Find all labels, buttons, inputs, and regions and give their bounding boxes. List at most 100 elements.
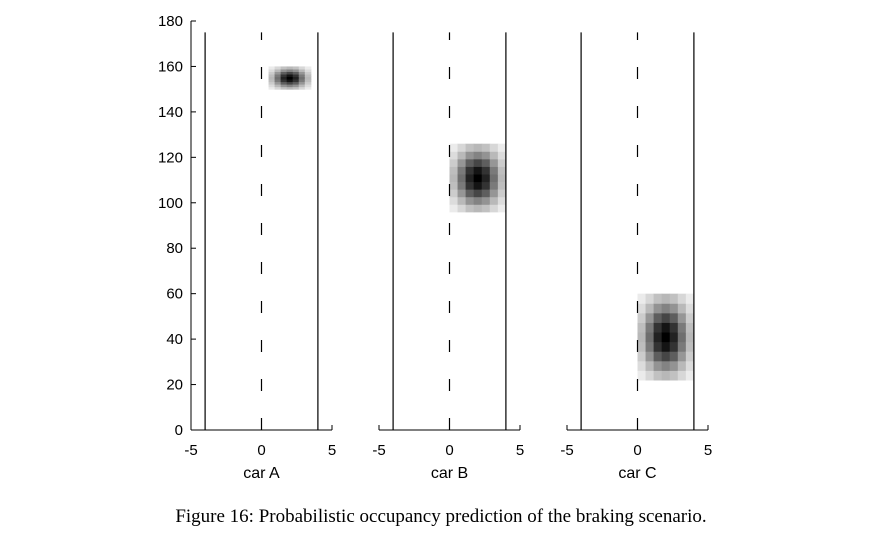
heatmap-cell: [449, 143, 459, 152]
occupancy-heatmap: [637, 293, 695, 381]
heatmap-cell: [292, 86, 300, 90]
heatmap-cell: [292, 84, 300, 88]
heatmap-cell: [677, 332, 687, 343]
heatmap-cell: [449, 166, 459, 175]
heatmap-cell: [286, 68, 294, 72]
heatmap-cell: [677, 341, 687, 352]
heatmap-cell: [465, 196, 475, 205]
heatmap-cell: [449, 196, 459, 205]
heatmap-cell: [292, 66, 300, 70]
heatmap-cell: [669, 312, 679, 323]
heatmap-cell: [685, 351, 695, 362]
heatmap-cell: [286, 76, 294, 80]
heatmap-cell: [298, 81, 306, 85]
heatmap-cell: [645, 322, 655, 333]
heatmap-cell: [304, 84, 312, 88]
heatmap-cell: [298, 84, 306, 88]
heatmap-cell: [280, 86, 288, 90]
heatmap-cell: [489, 143, 499, 152]
heatmap-cell: [280, 68, 288, 72]
heatmap-cell: [274, 86, 282, 90]
heatmap-cell: [669, 341, 679, 352]
y-tick-label: 80: [166, 240, 183, 257]
heatmap-cell: [465, 181, 475, 190]
heatmap-cell: [481, 143, 491, 152]
heatmap-cell: [669, 293, 679, 304]
heatmap-cell: [449, 204, 459, 213]
heatmap-cell: [677, 322, 687, 333]
heatmap-cell: [481, 196, 491, 205]
heatmap-cell: [304, 81, 312, 85]
heatmap-cell: [661, 303, 671, 314]
heatmap-cell: [637, 322, 647, 333]
heatmap-cell: [457, 174, 467, 183]
heatmap-cell: [669, 370, 679, 381]
occupancy-heatmap: [268, 66, 312, 90]
heatmap-cell: [298, 74, 306, 78]
x-tick-label: 5: [328, 442, 336, 459]
heatmap-cell: [298, 76, 306, 80]
heatmap-cell: [661, 293, 671, 304]
heatmap-cell: [489, 189, 499, 198]
x-tick-label: -5: [372, 442, 385, 459]
heatmap-cell: [286, 84, 294, 88]
panel-2: -5 0 5 car B: [372, 32, 524, 482]
heatmap-cell: [497, 174, 507, 183]
x-tick-label: -5: [560, 442, 573, 459]
heatmap-cell: [286, 79, 294, 83]
heatmap-cell: [661, 332, 671, 343]
heatmap-cell: [457, 166, 467, 175]
heatmap-cell: [268, 81, 276, 85]
heatmap-cell: [473, 151, 483, 160]
heatmap-cell: [637, 370, 647, 381]
heatmap-cell: [465, 204, 475, 213]
occupancy-heatmap: [449, 143, 507, 213]
y-tick-label: 0: [175, 422, 183, 439]
heatmap-cell: [298, 66, 306, 70]
heatmap-cell: [268, 84, 276, 88]
heatmap-cell: [304, 71, 312, 75]
heatmap-cell: [286, 71, 294, 75]
heatmap-cell: [637, 303, 647, 314]
heatmap-cell: [489, 151, 499, 160]
heatmap-cell: [497, 166, 507, 175]
x-tick-label: 0: [445, 442, 453, 459]
heatmap-cell: [298, 71, 306, 75]
heatmap-cell: [286, 66, 294, 70]
heatmap-cell: [457, 196, 467, 205]
heatmap-cell: [669, 322, 679, 333]
heatmap-cell: [304, 79, 312, 83]
heatmap-cell: [268, 71, 276, 75]
heatmap-cell: [292, 76, 300, 80]
heatmap-cell: [653, 370, 663, 381]
heatmap-cell: [489, 204, 499, 213]
heatmap-cell: [280, 84, 288, 88]
heatmap-cell: [457, 143, 467, 152]
heatmap-cell: [457, 181, 467, 190]
heatmap-cell: [677, 293, 687, 304]
heatmap-cell: [645, 370, 655, 381]
heatmap-cell: [286, 86, 294, 90]
heatmap-cell: [481, 189, 491, 198]
y-tick-label: 40: [166, 331, 183, 348]
heatmap-cell: [473, 196, 483, 205]
heatmap-cell: [489, 181, 499, 190]
heatmap-cell: [473, 189, 483, 198]
heatmap-cell: [304, 76, 312, 80]
heatmap-cell: [677, 312, 687, 323]
heatmap-cell: [465, 189, 475, 198]
heatmap-cell: [685, 322, 695, 333]
heatmap-cell: [481, 181, 491, 190]
heatmap-cell: [661, 341, 671, 352]
heatmap-cell: [473, 174, 483, 183]
x-tick-label: 0: [633, 442, 641, 459]
heatmap-cell: [645, 332, 655, 343]
heatmap-cell: [685, 341, 695, 352]
heatmap-cell: [465, 158, 475, 167]
heatmap-cell: [473, 158, 483, 167]
heatmap-cell: [274, 66, 282, 70]
y-tick-label: 20: [166, 377, 183, 394]
heatmap-cell: [645, 293, 655, 304]
heatmap-cell: [465, 143, 475, 152]
